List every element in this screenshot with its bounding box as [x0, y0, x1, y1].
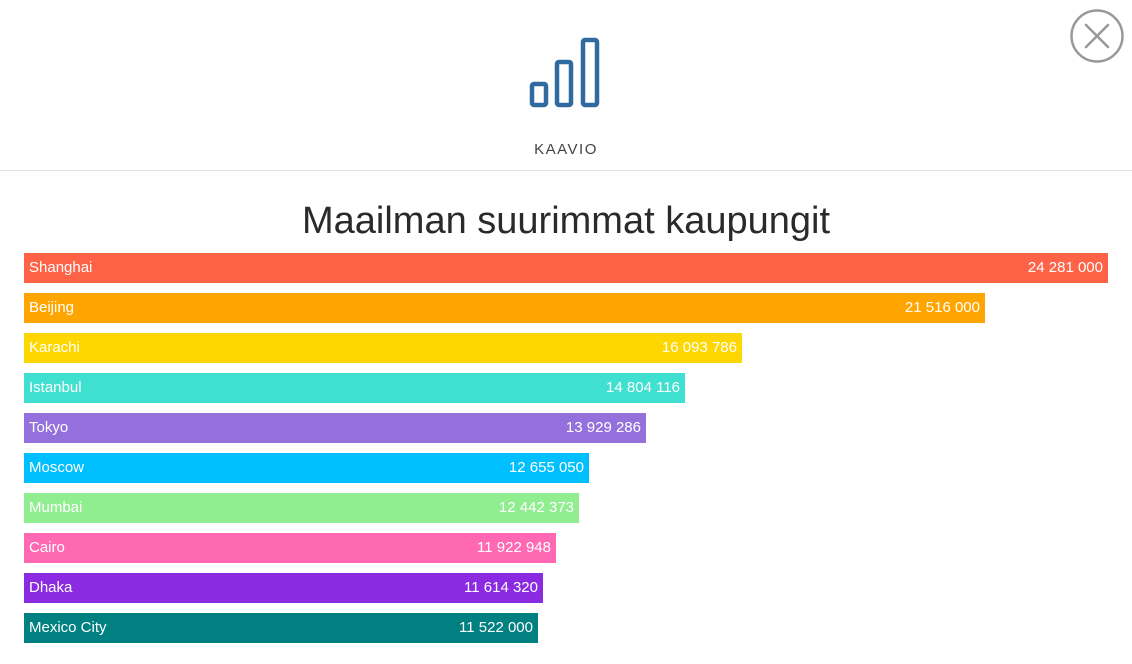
bar-label: Istanbul [29, 379, 82, 396]
bar-value-label: 11 522 000 [459, 619, 533, 636]
bar-value-label: 16 093 786 [661, 339, 737, 356]
bar-row: Moscow 12 655 050 [24, 453, 589, 483]
bar-row: Mumbai 12 442 373 [24, 493, 579, 523]
bar-row: Shanghai 24 281 000 [24, 253, 1108, 283]
bar-chart: Shanghai 24 281 000 Beijing 21 516 000 Karac… [24, 253, 1108, 645]
bar-label: Moscow [29, 459, 85, 476]
bar-row: Istanbul 14 804 116 [24, 373, 685, 403]
bar-value-label: 14 804 116 [606, 379, 680, 396]
bar: Beijing 21 516 000 [24, 293, 985, 323]
header-label: KAAVIO [534, 141, 598, 158]
bar-row: Tokyo 13 929 286 [24, 413, 646, 443]
bar-label: Cairo [29, 539, 65, 556]
chart-title: Maailman suurimmat kaupungit [301, 200, 830, 242]
bar-label: Mexico City [29, 619, 107, 636]
close-button[interactable] [1069, 8, 1125, 64]
bar: Mexico City 11 522 000 [24, 613, 538, 643]
bar-label: Shanghai [29, 259, 93, 276]
bar-value-label: 11 922 948 [477, 539, 551, 556]
bar-chart-icon [529, 36, 605, 110]
bar: Dhaka 11 614 320 [24, 573, 543, 603]
bar-row: Cairo 11 922 948 [24, 533, 556, 563]
bar-row: Beijing 21 516 000 [24, 293, 985, 323]
bar-value-label: 13 929 286 [565, 419, 641, 436]
modal-header: KAAVIO [0, 0, 1132, 171]
bar-label: Mumbai [29, 499, 83, 516]
bar-row: Karachi 16 093 786 [24, 333, 742, 363]
bar-value-label: 12 442 373 [498, 499, 574, 516]
bar: Shanghai 24 281 000 [24, 253, 1108, 283]
bar: Cairo 11 922 948 [24, 533, 556, 563]
bar: Istanbul 14 804 116 [24, 373, 685, 403]
bar-value-label: 12 655 050 [508, 459, 584, 476]
bar: Moscow 12 655 050 [24, 453, 589, 483]
bar-row: Mexico City 11 522 000 [24, 613, 538, 643]
bar-row: Dhaka 11 614 320 [24, 573, 543, 603]
bar: Tokyo 13 929 286 [24, 413, 646, 443]
bar-value-label: 11 614 320 [464, 579, 538, 596]
bar-value-label: 21 516 000 [904, 299, 980, 316]
bar: Mumbai 12 442 373 [24, 493, 579, 523]
bar-label: Karachi [29, 339, 80, 356]
close-icon[interactable] [1069, 8, 1125, 64]
bar-label: Tokyo [29, 419, 69, 436]
bar-label: Dhaka [29, 579, 73, 596]
bar-value-label: 24 281 000 [1027, 259, 1103, 276]
bar: Karachi 16 093 786 [24, 333, 742, 363]
bar-label: Beijing [29, 299, 75, 316]
